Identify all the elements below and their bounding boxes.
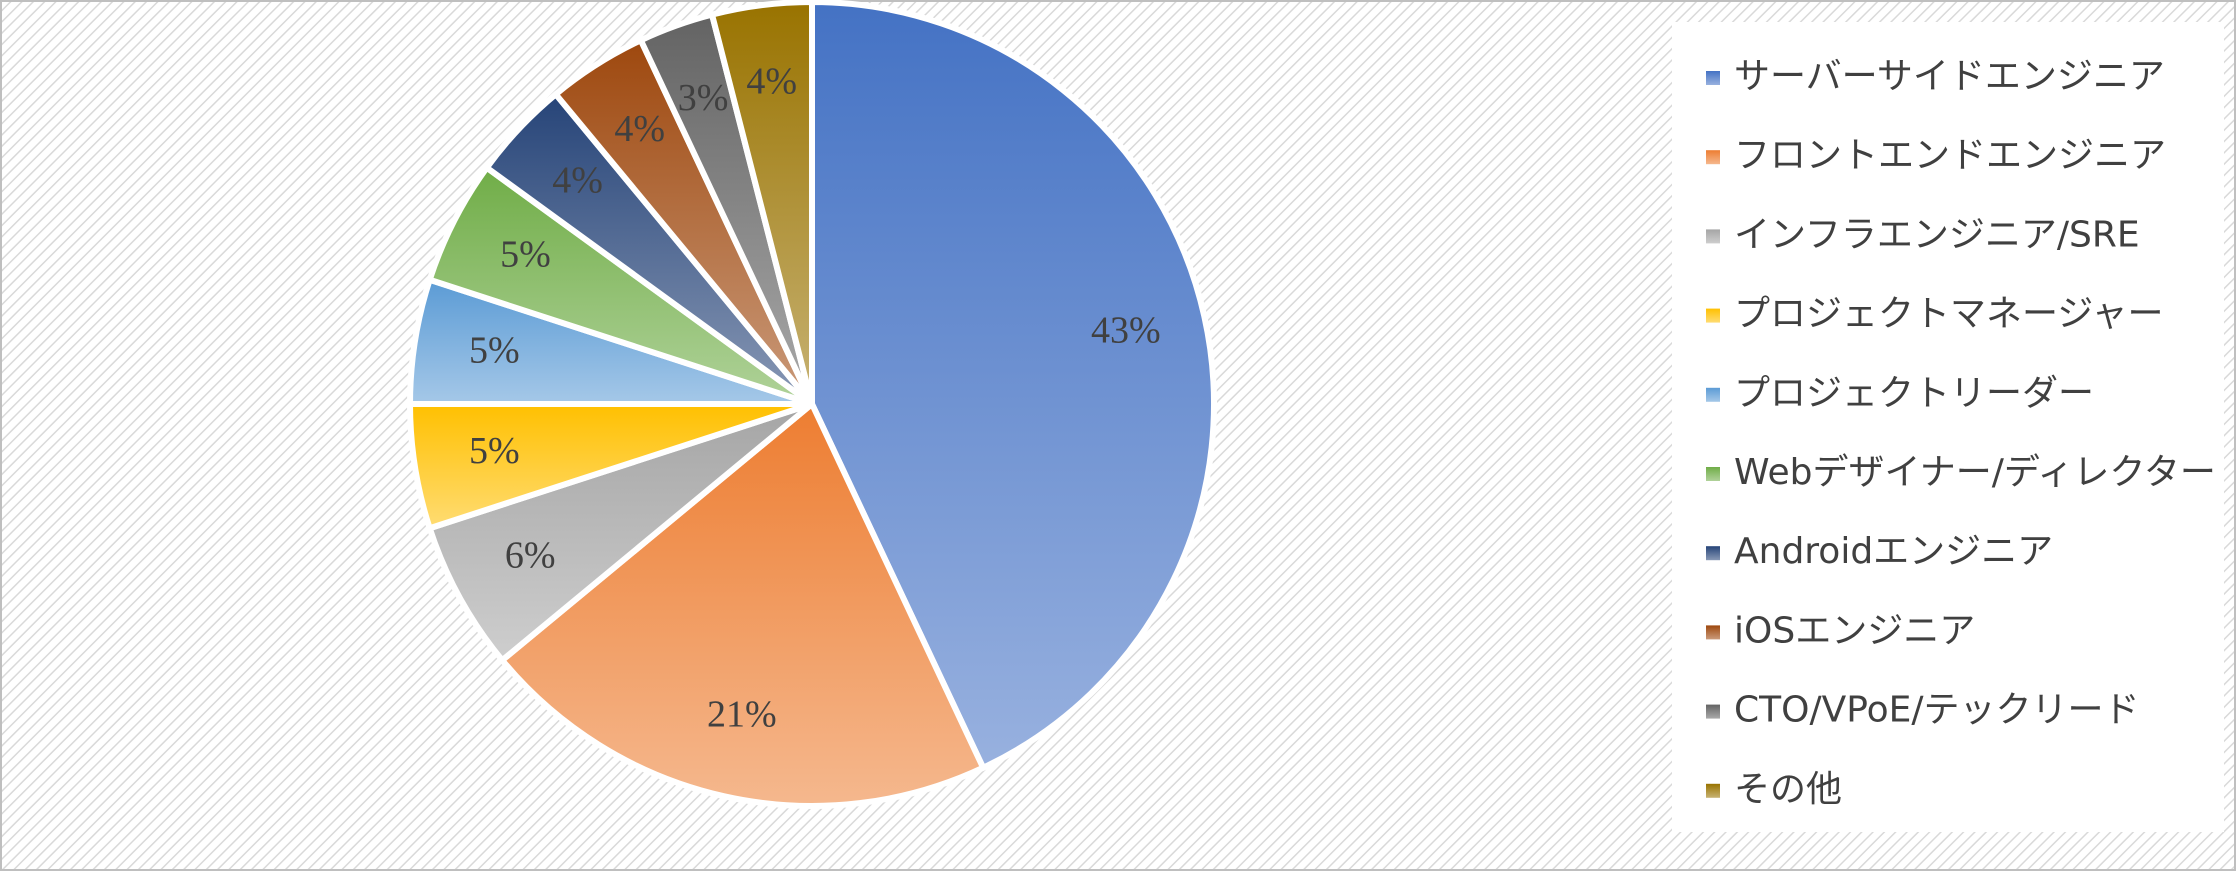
data-label: 43%: [1091, 310, 1161, 352]
data-label: 4%: [746, 61, 797, 103]
legend-swatch: [1706, 704, 1720, 719]
data-label: 3%: [678, 77, 729, 119]
legend-box: [1672, 22, 2224, 832]
legend-swatch: [1706, 546, 1720, 561]
legend-swatch: [1706, 783, 1720, 798]
legend-label: プロジェクトマネージャー: [1734, 294, 2163, 335]
data-label: 5%: [500, 234, 551, 276]
data-label: 6%: [505, 535, 556, 577]
legend-swatch: [1706, 467, 1720, 481]
pie-slice: [709, 0, 815, 407]
pie-slice: [809, 0, 1217, 771]
pie-slice: [499, 401, 987, 809]
legend-label: Androidエンジニア: [1734, 531, 2053, 572]
legend-label: CTO/VPoE/テックリード: [1734, 690, 2140, 731]
legend-label: サーバーサイドエンジニア: [1734, 56, 2165, 97]
data-label: 5%: [469, 430, 520, 472]
data-label: 4%: [614, 108, 665, 150]
legend-swatch: [1706, 387, 1720, 402]
legend-swatch: [1706, 150, 1720, 165]
data-label: 21%: [707, 694, 777, 736]
data-label: 4%: [552, 160, 603, 202]
legend-swatch: [1706, 625, 1720, 640]
legend-label: Webデザイナー/ディレクター: [1734, 452, 2216, 493]
pie-slice: [426, 401, 815, 664]
legend-swatch: [1706, 229, 1720, 244]
legend-swatch: [1706, 71, 1720, 85]
legend-label: フロントエンドエンジニア: [1734, 135, 2166, 176]
legend-label: プロジェクトリーダー: [1734, 373, 2094, 414]
data-label: 5%: [469, 329, 520, 371]
legend-swatch: [1706, 308, 1720, 323]
legend-label: iOSエンジニア: [1734, 610, 1975, 651]
legend-label: その他: [1734, 769, 1842, 810]
legend-label: インフラエンジニア/SRE: [1734, 214, 2140, 255]
